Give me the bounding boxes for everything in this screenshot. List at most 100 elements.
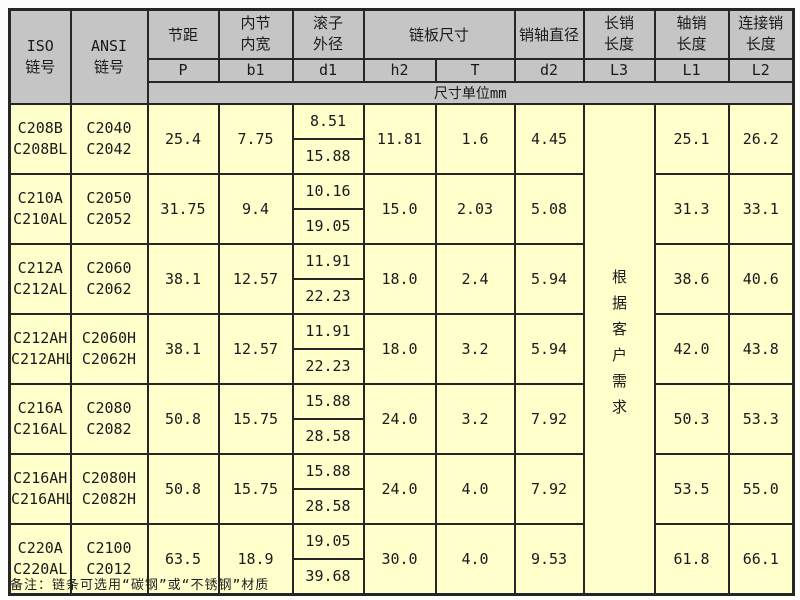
header-iso-chain-no: ISO 链号 <box>8 8 72 105</box>
header-symbol-d2: d2 <box>513 57 585 83</box>
cell-l1: 31.3 <box>653 172 730 245</box>
cell-b1: 12.57 <box>217 312 294 385</box>
cell-l2: 26.2 <box>727 102 795 175</box>
table-row: C212A C212AL C2060 C2062 38.1 12.57 11.9… <box>8 242 795 315</box>
cell-ansi: C2080 C2082 <box>69 382 149 455</box>
cell-b1: 7.75 <box>217 102 294 175</box>
cell-d2: 5.08 <box>513 172 585 245</box>
header-symbol-l2: L2 <box>727 57 795 83</box>
chain-spec-table: ISO 链号 ANSI 链号 节距 内节 内宽 滚子 外径 链板尺寸 销轴直径 … <box>8 8 796 596</box>
header-row-symbols: P b1 d1 h2 T d2 L3 L1 L2 <box>10 57 795 83</box>
cell-d2: 4.45 <box>513 102 585 175</box>
table-row: C212AH C212AHL C2060H C2062H 38.1 12.57 … <box>8 312 795 385</box>
header-pitch: 节距 <box>146 8 220 60</box>
header-connecting-pin-length: 连接销 长度 <box>727 8 795 60</box>
cell-d1-bottom: 28.58 <box>291 487 365 525</box>
table-row-sub: 15.88 <box>10 137 794 175</box>
header-symbol-p: P <box>146 57 220 83</box>
table-row: C216A C216AL C2080 C2082 50.8 15.75 15.8… <box>8 382 795 455</box>
cell-d2: 7.92 <box>513 452 585 525</box>
cell-t: 1.6 <box>434 102 516 175</box>
header-symbol-b1: b1 <box>217 57 294 83</box>
table-row-sub: 22.23 <box>10 277 794 315</box>
cell-d2: 5.94 <box>513 312 585 385</box>
unit-note: 尺寸单位mm <box>146 80 795 105</box>
table-row-sub: 28.58 <box>10 487 794 525</box>
cell-ansi: C2080H C2082H <box>69 452 149 525</box>
cell-ansi: C2060 C2062 <box>69 242 149 315</box>
cell-iso: C220A C220AL <box>8 522 72 595</box>
cell-d1-bottom: 19.05 <box>291 207 365 245</box>
cell-p: 31.75 <box>146 172 220 245</box>
cell-l1: 53.5 <box>653 452 730 525</box>
cell-ansi: C2100 C2012 <box>69 522 149 595</box>
cell-h2: 24.0 <box>362 452 437 525</box>
header-symbol-h2: h2 <box>362 57 437 83</box>
cell-b1: 15.75 <box>217 382 294 455</box>
header-symbol-t: T <box>434 57 516 83</box>
cell-d1-top: 19.05 <box>291 522 365 560</box>
cell-iso: C212AH C212AHL <box>8 312 72 385</box>
header-symbol-l1: L1 <box>653 57 730 83</box>
cell-l2: 43.8 <box>727 312 795 385</box>
cell-iso: C216AH C216AHL <box>8 452 72 525</box>
cell-l2: 55.0 <box>727 452 795 525</box>
cell-t: 2.03 <box>434 172 516 245</box>
table-row-sub: 39.68 <box>10 557 794 595</box>
table-row-sub: 22.23 <box>10 347 794 385</box>
cell-d1-bottom: 15.88 <box>291 137 365 175</box>
header-pin-diameter: 销轴直径 <box>513 8 585 60</box>
cell-d2: 9.53 <box>513 522 585 595</box>
cell-l1: 25.1 <box>653 102 730 175</box>
table-row-sub: 28.58 <box>10 417 794 455</box>
header-inner-width: 内节 内宽 <box>217 8 294 60</box>
cell-d1-top: 15.88 <box>291 382 365 420</box>
header-row-groups: ISO 链号 ANSI 链号 节距 内节 内宽 滚子 外径 链板尺寸 销轴直径 … <box>8 8 795 105</box>
cell-d1-top: 15.88 <box>291 452 365 490</box>
cell-d1-bottom: 22.23 <box>291 277 365 315</box>
table-row: C208B C208BL C2040 C2042 25.4 7.75 8.51 … <box>8 102 795 595</box>
cell-l1: 38.6 <box>653 242 730 315</box>
cell-l2: 40.6 <box>727 242 795 315</box>
cell-h2: 18.0 <box>362 312 437 385</box>
cell-d1-top: 11.91 <box>291 312 365 350</box>
cell-l3-customer-note: 根据客户需求 <box>582 102 656 595</box>
cell-d1-top: 11.91 <box>291 242 365 280</box>
cell-l2: 66.1 <box>727 522 795 595</box>
cell-b1: 9.4 <box>217 172 294 245</box>
cell-b1: 15.75 <box>217 452 294 525</box>
table-row: C210A C210AL C2050 C2052 31.75 9.4 10.16… <box>8 172 795 245</box>
header-roller-diameter: 滚子 外径 <box>291 8 365 60</box>
cell-t: 4.0 <box>434 452 516 525</box>
cell-p: 63.5 <box>146 522 220 595</box>
cell-t: 2.4 <box>434 242 516 315</box>
table-row: C220A C220AL C2100 C2012 63.5 18.9 19.05… <box>8 522 795 595</box>
cell-h2: 30.0 <box>362 522 437 595</box>
cell-h2: 24.0 <box>362 382 437 455</box>
cell-iso: C210A C210AL <box>8 172 72 245</box>
cell-t: 4.0 <box>434 522 516 595</box>
cell-d2: 7.92 <box>513 382 585 455</box>
vertical-note-text: 根据客户需求 <box>610 268 629 425</box>
cell-p: 25.4 <box>146 102 220 175</box>
material-footnote: 备注：链条可选用“碳钢”或“不锈钢”材质 <box>10 578 270 593</box>
cell-iso: C208B C208BL <box>8 102 72 175</box>
cell-l2: 53.3 <box>727 382 795 455</box>
cell-d2: 5.94 <box>513 242 585 315</box>
cell-b1: 18.9 <box>217 522 294 595</box>
cell-d1-bottom: 22.23 <box>291 347 365 385</box>
header-plate-size: 链板尺寸 <box>362 8 516 60</box>
cell-iso: C216A C216AL <box>8 382 72 455</box>
header-axle-pin-length: 轴销 长度 <box>653 8 730 60</box>
cell-p: 50.8 <box>146 452 220 525</box>
cell-h2: 18.0 <box>362 242 437 315</box>
header-symbol-d1: d1 <box>291 57 365 83</box>
cell-p: 50.8 <box>146 382 220 455</box>
cell-d1-top: 10.16 <box>291 172 365 210</box>
cell-b1: 12.57 <box>217 242 294 315</box>
cell-d1-bottom: 39.68 <box>291 557 365 595</box>
cell-l1: 50.3 <box>653 382 730 455</box>
cell-t: 3.2 <box>434 312 516 385</box>
cell-d1-top: 8.51 <box>291 102 365 140</box>
header-ansi-chain-no: ANSI 链号 <box>69 8 149 105</box>
